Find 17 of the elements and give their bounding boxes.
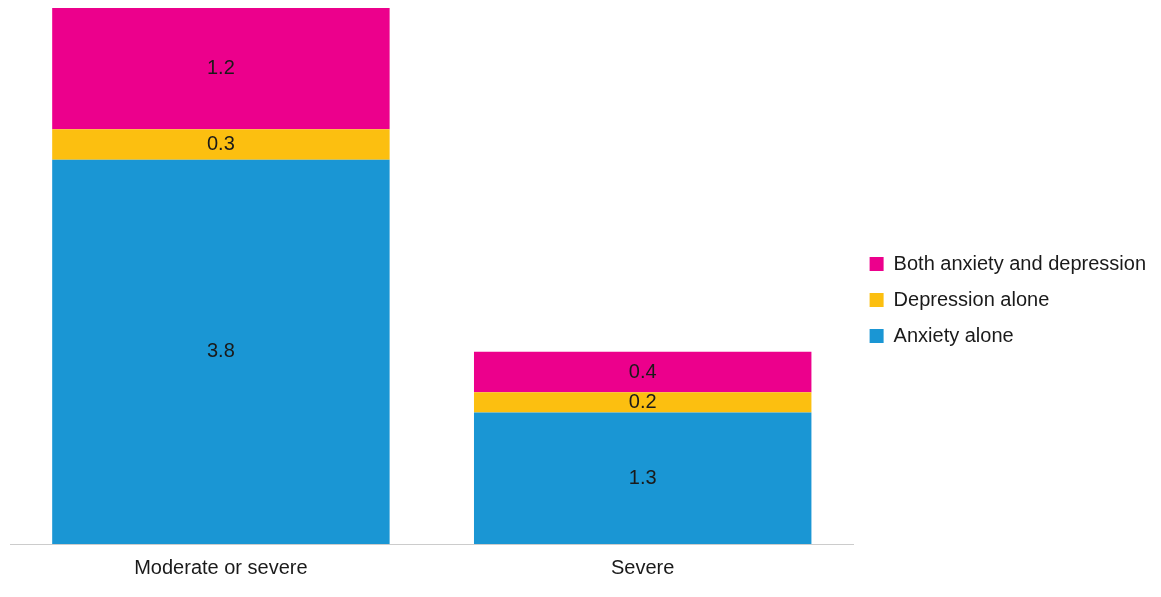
x-tick-label: Severe (611, 555, 675, 578)
bar (52, 159, 390, 544)
data-label: 0.4 (628, 359, 657, 382)
legend-label: Both anxiety and depression (893, 251, 1147, 274)
data-label: 1.2 (207, 56, 235, 79)
legend-label: Anxiety alone (893, 323, 1014, 346)
data-label: 0.3 (207, 132, 235, 155)
legend-label: Depression alone (893, 287, 1050, 310)
bar (473, 351, 812, 393)
bar (473, 412, 812, 544)
data-label: 0.2 (628, 389, 657, 412)
data-label: 3.8 (207, 339, 235, 362)
data-label: 1.3 (628, 465, 657, 488)
bar (52, 8, 390, 130)
x-tick-label: Moderate or severe (134, 555, 308, 578)
bar (52, 129, 390, 160)
bar (473, 392, 812, 413)
